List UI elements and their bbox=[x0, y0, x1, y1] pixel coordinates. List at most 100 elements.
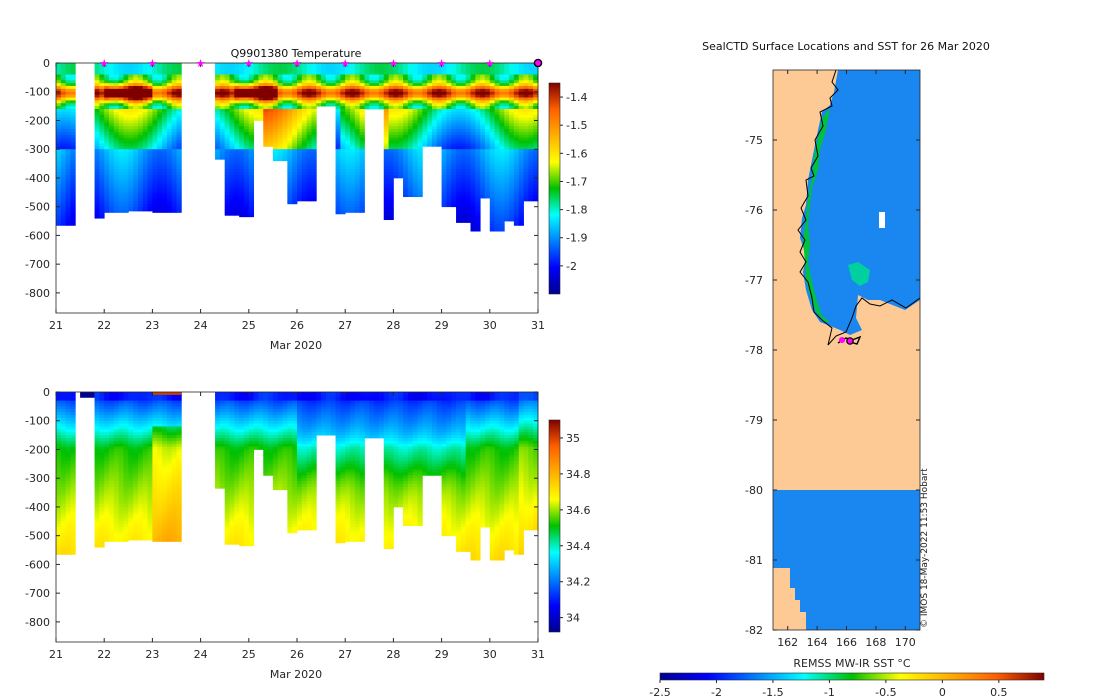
profile-cell bbox=[330, 63, 336, 67]
profile-cell bbox=[292, 140, 298, 144]
profile-cell bbox=[118, 180, 124, 185]
profile-cell bbox=[133, 495, 139, 499]
profile-cell bbox=[470, 114, 476, 118]
profile-cell bbox=[292, 180, 298, 185]
profile-cell bbox=[147, 91, 153, 96]
profile-cell bbox=[147, 97, 153, 101]
profile-cell bbox=[533, 103, 539, 107]
profile-cell bbox=[533, 157, 539, 162]
profile-cell bbox=[335, 94, 341, 98]
profile-cell bbox=[412, 111, 418, 116]
profile-cell bbox=[301, 77, 308, 81]
profile-cell bbox=[393, 74, 399, 78]
profile-cell bbox=[229, 143, 235, 147]
profile-cell bbox=[523, 126, 529, 130]
profile-cell bbox=[465, 97, 471, 101]
profile-cell bbox=[123, 91, 129, 96]
profile-cell bbox=[494, 63, 500, 67]
profile-cell bbox=[374, 80, 380, 84]
profile-cell bbox=[137, 65, 144, 70]
profile-cell bbox=[128, 426, 134, 430]
profile-cell bbox=[499, 157, 505, 162]
profile-cell bbox=[475, 120, 481, 124]
profile-cell bbox=[388, 100, 394, 104]
profile-cell bbox=[104, 518, 110, 522]
profile-cell bbox=[171, 160, 177, 164]
profile-cell bbox=[128, 108, 134, 113]
profile-cell bbox=[441, 157, 447, 162]
profile-cell bbox=[489, 206, 496, 210]
profile-cell bbox=[513, 80, 520, 84]
profile-cell bbox=[123, 469, 129, 473]
profile-cell bbox=[292, 152, 298, 156]
profile-cell bbox=[335, 83, 341, 87]
profile-cell bbox=[224, 137, 230, 141]
profile-cell bbox=[118, 172, 124, 176]
profile-cell bbox=[142, 460, 148, 465]
profile-cell bbox=[470, 200, 476, 205]
profile-cell bbox=[311, 152, 317, 156]
profile-cell bbox=[494, 218, 500, 222]
profile-cell bbox=[142, 498, 148, 502]
profile-cell bbox=[166, 192, 173, 196]
profile-cell bbox=[113, 472, 120, 476]
profile-cell bbox=[224, 111, 230, 116]
profile-cell bbox=[215, 111, 221, 116]
profile-cell bbox=[369, 65, 375, 70]
profile-cell bbox=[359, 91, 365, 96]
profile-cell bbox=[113, 85, 120, 90]
profile-cell bbox=[253, 63, 259, 67]
profile-cell bbox=[94, 209, 100, 213]
profile-cell bbox=[417, 180, 423, 185]
profile-cell bbox=[94, 85, 100, 90]
profile-cell bbox=[475, 226, 481, 231]
profile-cell bbox=[243, 157, 250, 162]
profile-cell bbox=[287, 100, 293, 104]
profile-cell bbox=[137, 397, 144, 402]
profile-cell bbox=[499, 209, 505, 213]
profile-cell bbox=[171, 80, 177, 84]
profile-cell bbox=[104, 163, 110, 167]
profile-cell bbox=[113, 203, 120, 208]
profile-cell bbox=[147, 509, 153, 514]
profile-cell bbox=[128, 394, 134, 399]
profile-cell bbox=[113, 134, 120, 139]
profile-cell bbox=[268, 94, 274, 98]
profile-cell bbox=[484, 134, 491, 139]
profile-cell bbox=[152, 74, 158, 78]
profile-cell bbox=[287, 200, 293, 205]
profile-cell bbox=[171, 68, 177, 73]
profile-cell bbox=[113, 475, 120, 479]
profile-cell bbox=[118, 206, 124, 210]
profile-cell bbox=[94, 186, 100, 190]
profile-cell bbox=[378, 68, 385, 73]
profile-cell bbox=[239, 192, 245, 196]
profile-cell bbox=[113, 77, 120, 81]
profile-cell bbox=[109, 108, 115, 113]
profile-cell bbox=[292, 106, 298, 110]
profile-cell bbox=[123, 169, 129, 173]
profile-cell bbox=[470, 134, 476, 139]
profile-cell bbox=[248, 163, 255, 167]
profile-cell bbox=[56, 521, 62, 525]
profile-cell bbox=[56, 512, 62, 516]
profile-cell bbox=[282, 85, 288, 90]
profile-cell bbox=[56, 200, 62, 205]
profile-cell bbox=[133, 157, 139, 162]
profile-cell bbox=[215, 157, 221, 160]
profile-cell bbox=[460, 183, 467, 187]
profile-cell bbox=[70, 65, 76, 70]
profile-cell bbox=[398, 175, 404, 179]
profile-cell bbox=[465, 111, 471, 116]
profile-cell bbox=[137, 449, 144, 453]
profile-cell bbox=[137, 506, 144, 511]
profile-cell bbox=[99, 527, 105, 531]
profile-cell bbox=[383, 172, 389, 176]
profile-cell bbox=[311, 180, 317, 185]
profile-cell bbox=[118, 186, 124, 190]
profile-cell bbox=[306, 166, 312, 170]
profile-cell bbox=[248, 137, 255, 141]
profile-cell bbox=[335, 100, 341, 104]
profile-cell bbox=[142, 521, 148, 525]
profile-cell bbox=[359, 180, 365, 185]
